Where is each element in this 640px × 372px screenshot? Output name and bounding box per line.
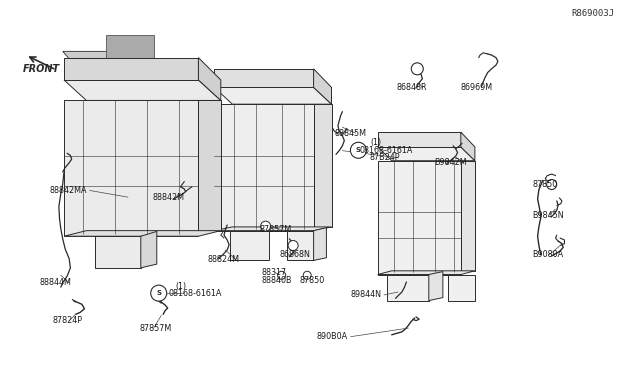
Text: 08168-6161A: 08168-6161A bbox=[360, 146, 413, 155]
Circle shape bbox=[303, 271, 311, 279]
Polygon shape bbox=[429, 272, 443, 301]
Text: FRONT: FRONT bbox=[23, 64, 60, 74]
Text: 08168-6161A: 08168-6161A bbox=[168, 289, 221, 298]
Polygon shape bbox=[95, 236, 141, 268]
Text: 890B0A: 890B0A bbox=[317, 332, 348, 341]
Circle shape bbox=[547, 180, 557, 189]
Polygon shape bbox=[198, 100, 221, 231]
Polygon shape bbox=[461, 161, 475, 271]
Text: 87850: 87850 bbox=[532, 180, 557, 189]
Text: S: S bbox=[356, 147, 361, 153]
Polygon shape bbox=[64, 231, 221, 236]
Polygon shape bbox=[64, 58, 198, 80]
Text: R869003J: R869003J bbox=[572, 9, 614, 18]
Circle shape bbox=[151, 285, 166, 301]
Text: 88317: 88317 bbox=[261, 268, 286, 277]
Text: 88844M: 88844M bbox=[40, 278, 72, 287]
Text: B9080A: B9080A bbox=[532, 250, 564, 259]
Text: 88840B: 88840B bbox=[261, 276, 292, 285]
Polygon shape bbox=[378, 147, 475, 161]
Circle shape bbox=[288, 241, 298, 250]
Polygon shape bbox=[214, 69, 314, 87]
Text: B9842M: B9842M bbox=[434, 158, 467, 167]
Polygon shape bbox=[198, 58, 221, 100]
Polygon shape bbox=[378, 132, 461, 147]
Text: 86969M: 86969M bbox=[461, 83, 493, 92]
Polygon shape bbox=[64, 80, 221, 100]
Text: 86848R: 86848R bbox=[397, 83, 428, 92]
Text: 87850: 87850 bbox=[300, 276, 324, 285]
Circle shape bbox=[278, 271, 285, 279]
Polygon shape bbox=[214, 87, 332, 104]
Polygon shape bbox=[63, 51, 128, 59]
Polygon shape bbox=[378, 271, 475, 275]
Polygon shape bbox=[141, 231, 157, 268]
Text: 87824P: 87824P bbox=[52, 316, 83, 325]
Polygon shape bbox=[387, 275, 429, 301]
Polygon shape bbox=[461, 132, 475, 161]
Text: 88824M: 88824M bbox=[208, 255, 240, 264]
Text: 89844N: 89844N bbox=[351, 291, 381, 299]
Text: S: S bbox=[156, 290, 161, 296]
Text: (1): (1) bbox=[175, 282, 186, 291]
Text: 87857M: 87857M bbox=[259, 225, 291, 234]
Polygon shape bbox=[214, 227, 332, 231]
Text: 88842MA: 88842MA bbox=[50, 186, 88, 195]
Text: B9845N: B9845N bbox=[532, 211, 564, 219]
Polygon shape bbox=[314, 104, 332, 227]
Text: (1): (1) bbox=[370, 138, 381, 147]
Circle shape bbox=[260, 221, 271, 231]
Polygon shape bbox=[378, 161, 461, 275]
Polygon shape bbox=[106, 35, 154, 60]
Polygon shape bbox=[214, 104, 314, 231]
Text: 88845M: 88845M bbox=[334, 129, 366, 138]
Polygon shape bbox=[448, 275, 475, 301]
Polygon shape bbox=[230, 231, 269, 260]
Circle shape bbox=[412, 63, 423, 75]
Text: 87B24P: 87B24P bbox=[370, 153, 401, 162]
Polygon shape bbox=[64, 100, 198, 236]
Polygon shape bbox=[314, 228, 326, 260]
Polygon shape bbox=[287, 231, 314, 260]
Text: 88842M: 88842M bbox=[152, 193, 184, 202]
Text: 86868N: 86868N bbox=[279, 250, 310, 259]
Circle shape bbox=[351, 142, 367, 158]
Text: 87857M: 87857M bbox=[140, 324, 172, 333]
Polygon shape bbox=[314, 69, 332, 104]
